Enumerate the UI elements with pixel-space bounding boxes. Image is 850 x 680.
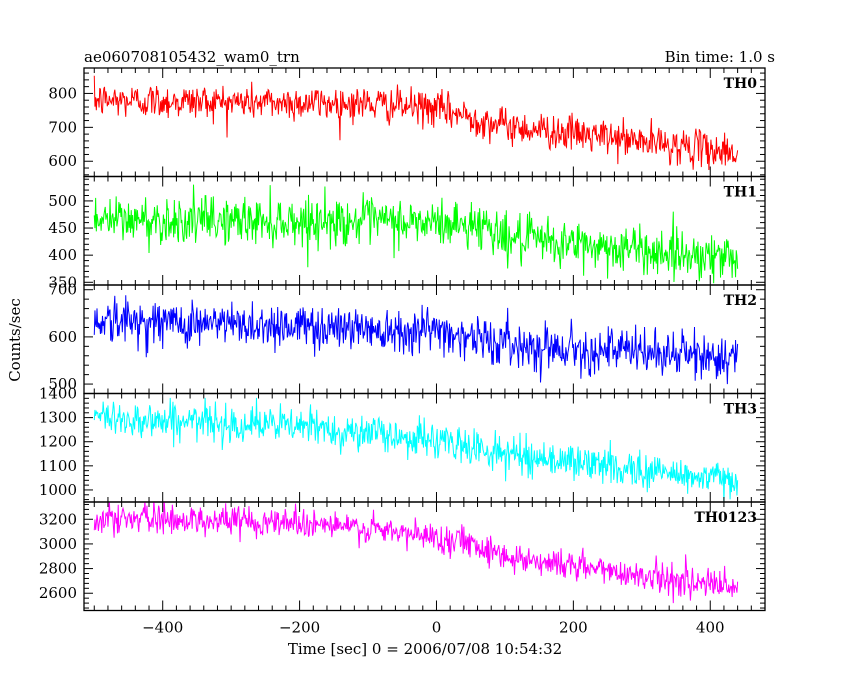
panel-frame [83, 67, 766, 178]
y-tick-label: 1100 [39, 457, 77, 475]
chart-panels: TH0600700800TH1350400450500TH2500600700T… [39, 67, 766, 637]
panel-frame [83, 392, 766, 503]
panel-th1: TH1 350 400 450 500 [48, 175, 766, 291]
series-line-th2 [93, 295, 739, 385]
series-line-th1 [93, 184, 739, 284]
panel-th3: TH3 1000 1100 1200 1300 1400 [39, 385, 766, 503]
x-tick-label: 400 [696, 619, 725, 637]
panel-th2: TH2 500 600 700 [48, 281, 766, 395]
x-axis-label: Time [sec] 0 = 2006/07/08 10:54:32 [288, 640, 562, 658]
panel-th0: TH0 600 700 800 [48, 67, 766, 178]
x-tick-label: 0 [432, 619, 442, 637]
panel-label: TH1 [724, 185, 757, 201]
panel-label: TH3 [724, 402, 757, 418]
x-tick-label: −200 [279, 619, 320, 637]
y-tick-label: 400 [48, 246, 77, 264]
y-tick-label: 1000 [39, 481, 77, 499]
chart-title: ae060708105432_wam0_trn [84, 48, 300, 66]
y-tick-label: 700 [48, 118, 77, 136]
y-tick-label: 2600 [39, 584, 77, 602]
y-tick-label: 450 [48, 219, 77, 237]
bin-time-label: Bin time: 1.0 s [665, 48, 775, 66]
panel-label: TH0123 [694, 510, 757, 526]
y-tick-label: 1200 [39, 433, 77, 451]
panel-th0123: TH0123 2600 2800 3000 3200 [39, 501, 766, 612]
x-tick-label: −400 [142, 619, 183, 637]
y-tick-label: 500 [48, 375, 77, 393]
panel-frame [83, 284, 766, 395]
y-tick-label: 700 [48, 281, 77, 299]
y-tick-label: 500 [48, 192, 77, 210]
y-tick-label: 3200 [39, 510, 77, 528]
y-tick-label: 2800 [39, 560, 77, 578]
y-tick-label: 600 [48, 152, 77, 170]
y-tick-label: 3000 [39, 535, 77, 553]
y-tick-label: 1400 [39, 385, 77, 403]
y-tick-label: 350 [48, 273, 77, 291]
panel-frame [83, 501, 766, 612]
x-tick-label: 200 [559, 619, 588, 637]
y-tick-label: 1300 [39, 409, 77, 427]
panel-label: TH2 [724, 293, 757, 309]
panel-label: TH0 [724, 76, 758, 92]
y-axis-label: Counts/sec [6, 298, 24, 382]
series-line-th3 [93, 397, 739, 502]
y-tick-label: 600 [48, 328, 77, 346]
series-line-th0 [93, 75, 739, 171]
series-line-th0123 [93, 502, 739, 604]
y-tick-label: 800 [48, 84, 77, 102]
